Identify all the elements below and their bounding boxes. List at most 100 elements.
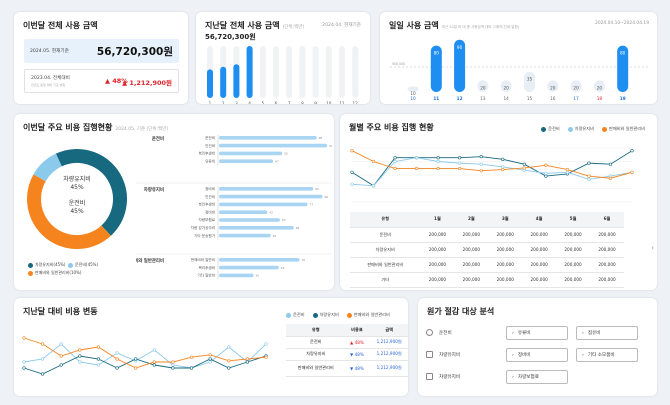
bar [233, 64, 240, 98]
data-point [41, 342, 45, 346]
column-header: 5월 [556, 212, 591, 228]
data-point [264, 355, 268, 359]
card-title: 지난달 전체 사용 금액 [205, 21, 280, 30]
data-point [608, 162, 613, 166]
group-label: 운전비 [152, 135, 164, 142]
table-cell: 200,000 [488, 227, 523, 243]
card-title: 이번달 전체 사용 금액 [23, 21, 98, 30]
data-point [544, 171, 548, 175]
chevron-right-icon: › [582, 330, 584, 336]
table-cell: 200,000 [420, 242, 455, 258]
legend-dot [601, 126, 607, 132]
data-point [189, 355, 194, 359]
data-point [565, 170, 569, 174]
legend-dot [541, 126, 547, 132]
data-point [208, 357, 212, 361]
data-point [393, 159, 397, 164]
donut-label-vehicle: 차량유지비 45% [63, 176, 91, 191]
hbar [219, 187, 314, 191]
reduction-item-button[interactable]: › 접유비 [576, 326, 638, 340]
hbar [219, 226, 294, 230]
card-last-month-total: 지난달 전체 사용 금액 (단위:백만) 2024.04. 현재기준 56,720… [196, 12, 370, 104]
table-cell: 200,000 [556, 242, 591, 258]
data-point [479, 162, 483, 166]
card-title: 월별 주요 비용 집행 현황 [349, 123, 434, 132]
item-label: 기타 운송원가 [194, 233, 216, 238]
hbar [219, 143, 328, 148]
x-tick-label: 11 [433, 96, 439, 101]
table-cell: 200,000 [420, 272, 455, 288]
table-cell: 운전비 [286, 336, 346, 349]
data-point [208, 360, 212, 364]
card-cost-reduction: 원가 절감 대상 분석 운전비 › 유류비 › 접유비 차량유지비 › 정비비 › 기타 소모품비… [418, 298, 657, 396]
reduction-item-button[interactable]: › 차량보험료 [506, 370, 568, 384]
bar [477, 80, 489, 92]
table-scroll-right-icon[interactable]: › [651, 244, 654, 252]
data-point [587, 161, 591, 165]
bar [246, 46, 253, 98]
current-amount: 56,720,300원 [96, 46, 173, 58]
data-point [59, 342, 63, 346]
data-point [152, 348, 156, 352]
line-legend: 운전비 차량유지비 판매비와 일반관리비 [286, 312, 390, 318]
x-tick-label: 15 [527, 96, 533, 101]
table-cell: 200,000 [590, 257, 624, 273]
data-point [415, 166, 419, 171]
table-row: 운전비 ▲ 48% 1,212,900원 [286, 336, 408, 349]
prev-compare-box: 2023.04. 전체대비 전년도 동월 대비 기준 변동 ▲ 48% ▲ 1,… [24, 69, 179, 93]
table-cell: 1,212,900원 [368, 360, 408, 377]
hbar [219, 218, 280, 222]
reduction-item-button[interactable]: › 기타 소모품비 [576, 348, 638, 362]
data-point [78, 354, 82, 358]
data-point [479, 169, 483, 173]
data-point [115, 357, 119, 361]
card-amount: 56,720,300원 [205, 33, 256, 41]
x-tick-label: 13 [480, 96, 486, 101]
data-point [544, 163, 548, 167]
table-cell: 200,000 [420, 227, 455, 243]
x-tick-label: 7 [288, 101, 291, 104]
card-icon [426, 351, 433, 358]
hbar [219, 136, 317, 140]
data-point [436, 156, 440, 160]
data-point [245, 360, 249, 364]
data-point [458, 156, 462, 160]
bar [500, 80, 512, 92]
series-line [23, 355, 267, 375]
hbar-value: 42 [269, 210, 273, 214]
bar-track [312, 46, 319, 98]
legend-dot [346, 312, 352, 318]
data-point [59, 363, 63, 367]
chevron-right-icon: › [512, 374, 514, 380]
table-cell: 200,000 [488, 257, 523, 273]
bar-value-label: 10 [410, 91, 416, 96]
reduction-row-label: 차량유지비 [439, 352, 461, 358]
table-cell: 200,000 [454, 242, 489, 258]
table-cell: 200,000 [454, 227, 489, 243]
column-header: 1월 [420, 212, 455, 228]
reduction-item-button[interactable]: › 정비비 [506, 348, 568, 362]
legend-dot [312, 312, 318, 318]
donut-legend: 차량유지비(45%) 운전비(45%) 판매비와 일반관리비(10%) [28, 261, 98, 277]
data-point [458, 166, 462, 171]
data-point [171, 360, 175, 364]
donut-chart [27, 149, 127, 249]
data-point [415, 156, 419, 160]
bar [524, 71, 535, 92]
hbar-value: 53 [282, 218, 286, 222]
table-cell: 판매비와 일반관리비 [350, 257, 421, 273]
data-point [436, 166, 440, 171]
table-cell: ▼ 48% [345, 360, 369, 377]
bar [547, 80, 559, 92]
reduction-item-button[interactable]: › 유류비 [506, 326, 568, 340]
data-point [436, 159, 440, 164]
clock-icon [426, 329, 433, 336]
x-tick-label: 12 [457, 96, 463, 101]
x-tick-label: 3 [235, 101, 238, 104]
item-label: 차량 감가상각비 [191, 225, 215, 230]
data-point [544, 174, 548, 178]
hbar [219, 210, 268, 214]
x-tick-label: 9 [314, 101, 317, 104]
